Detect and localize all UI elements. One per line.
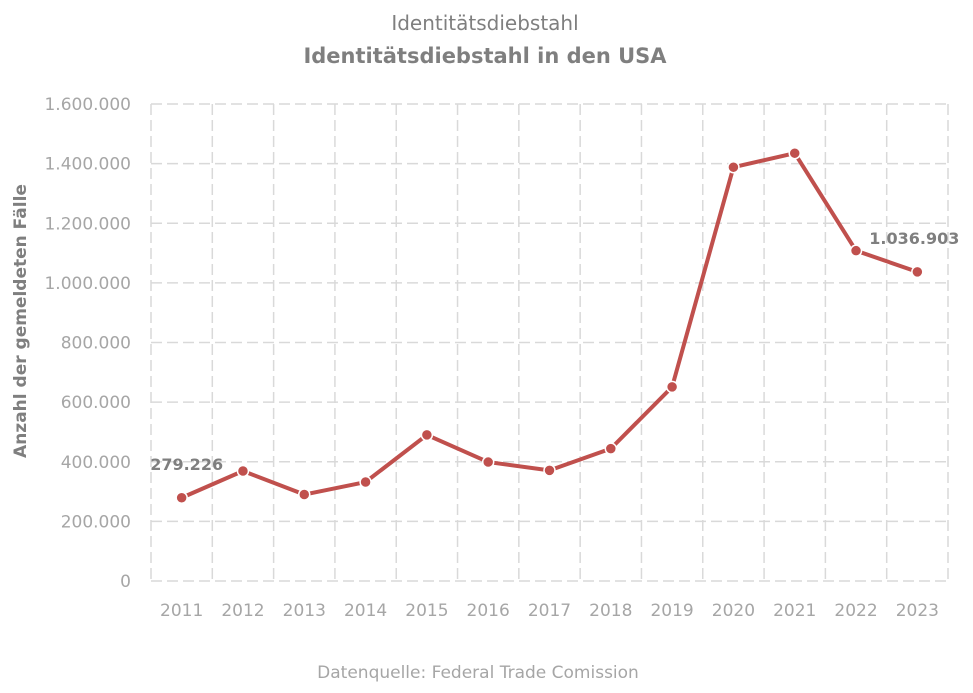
x-tick-label: 2014	[344, 601, 387, 621]
y-tick-label: 1.400.000	[44, 155, 131, 175]
data-point	[236, 464, 250, 478]
x-tick-label: 2018	[589, 601, 632, 621]
x-tick-label: 2020	[712, 601, 755, 621]
x-tick-label: 2012	[221, 601, 264, 621]
data-point	[788, 146, 801, 160]
y-tick-label: 0	[120, 572, 131, 592]
y-tick-label: 800.000	[61, 334, 131, 354]
x-tick-label: 2015	[405, 601, 448, 621]
y-tick-label: 1.600.000	[44, 95, 131, 115]
data-point	[359, 475, 372, 489]
data-point	[665, 380, 679, 394]
x-tick-label: 2017	[528, 601, 571, 621]
data-point	[543, 464, 556, 477]
x-tick-label: 2016	[467, 601, 510, 621]
data-label: 279.226	[150, 455, 223, 474]
y-tick-label: 1.000.000	[44, 274, 131, 294]
data-point	[604, 442, 618, 455]
chart-title: Identitätsdiebstahl in den USA	[303, 44, 667, 68]
data-point	[481, 455, 495, 469]
y-axis-label: Anzahl der gemeldeten Fälle	[11, 184, 31, 458]
y-tick-label: 1.200.000	[44, 214, 131, 234]
data-point	[849, 244, 863, 257]
x-axis-ticks: 2011 2012 2013 2014 2015 2016 2017 2018 2019 2020…	[160, 601, 939, 621]
data-point	[727, 160, 740, 174]
x-tick-label: 2011	[160, 601, 203, 621]
x-tick-label: 2022	[834, 601, 877, 621]
y-tick-label: 200.000	[61, 512, 131, 532]
source-note: Datenquelle: Federal Trade Comission	[317, 663, 639, 683]
y-tick-label: 400.000	[61, 453, 131, 473]
data-label: 1.036.903	[869, 229, 959, 248]
y-tick-label: 600.000	[61, 393, 131, 413]
x-tick-label: 2013	[283, 601, 326, 621]
series-line	[180, 151, 918, 500]
data-labels: 279.226 1.036.903	[150, 229, 959, 474]
y-axis-ticks: 0 200.000 400.000 600.000 800.000 1.000.000 1.…	[44, 95, 131, 592]
data-point	[298, 488, 311, 501]
data-point	[911, 265, 924, 279]
x-tick-label: 2019	[650, 601, 693, 621]
series-layer	[175, 146, 924, 505]
data-point	[420, 428, 434, 442]
gridlines	[150, 103, 949, 582]
x-tick-label: 2023	[896, 601, 939, 621]
chart-subtitle: Identitätsdiebstahl	[391, 11, 578, 35]
x-tick-label: 2021	[773, 601, 816, 621]
data-point	[175, 491, 188, 505]
